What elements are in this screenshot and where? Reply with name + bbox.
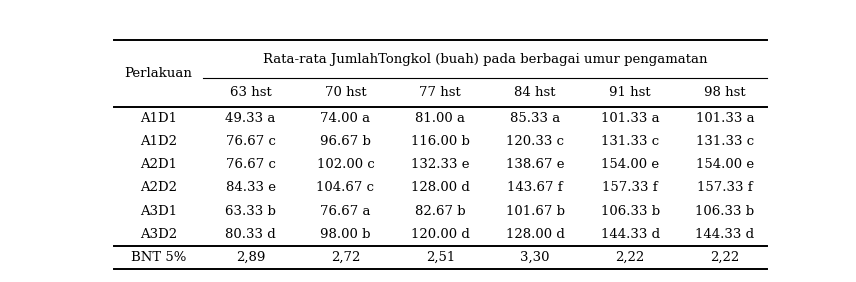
Text: 76.67 a: 76.67 a xyxy=(320,205,371,218)
Text: 2,22: 2,22 xyxy=(710,251,740,264)
Text: 101.33 a: 101.33 a xyxy=(601,112,659,125)
Text: 128.00 d: 128.00 d xyxy=(411,181,470,194)
Text: 74.00 a: 74.00 a xyxy=(320,112,371,125)
Text: 154.00 e: 154.00 e xyxy=(696,158,754,171)
Text: 132.33 e: 132.33 e xyxy=(411,158,470,171)
Text: 2,89: 2,89 xyxy=(236,251,265,264)
Text: 63 hst: 63 hst xyxy=(229,86,271,99)
Text: 154.00 e: 154.00 e xyxy=(601,158,659,171)
Text: 2,72: 2,72 xyxy=(330,251,360,264)
Text: 70 hst: 70 hst xyxy=(324,86,366,99)
Text: 84 hst: 84 hst xyxy=(514,86,556,99)
Text: 2,22: 2,22 xyxy=(615,251,645,264)
Text: 106.33 b: 106.33 b xyxy=(601,205,660,218)
Text: 120.00 d: 120.00 d xyxy=(411,228,470,241)
Text: A3D2: A3D2 xyxy=(140,228,177,241)
Text: 77 hst: 77 hst xyxy=(419,86,461,99)
Text: A3D1: A3D1 xyxy=(140,205,177,218)
Text: 157.33 f: 157.33 f xyxy=(603,181,658,194)
Text: Rata-rata JumlahTongkol (buah) pada berbagai umur pengamatan: Rata-rata JumlahTongkol (buah) pada berb… xyxy=(263,53,707,66)
Text: 91 hst: 91 hst xyxy=(609,86,651,99)
Text: 128.00 d: 128.00 d xyxy=(506,228,565,241)
Text: 76.67 c: 76.67 c xyxy=(226,158,276,171)
Text: 84.33 e: 84.33 e xyxy=(226,181,276,194)
Text: 116.00 b: 116.00 b xyxy=(411,135,470,148)
Text: 96.67 b: 96.67 b xyxy=(320,135,371,148)
Text: 76.67 c: 76.67 c xyxy=(226,135,276,148)
Text: 143.67 f: 143.67 f xyxy=(508,181,563,194)
Text: A1D2: A1D2 xyxy=(140,135,177,148)
Text: 82.67 b: 82.67 b xyxy=(415,205,466,218)
Text: 101.67 b: 101.67 b xyxy=(506,205,565,218)
Text: 102.00 c: 102.00 c xyxy=(317,158,374,171)
Text: 144.33 d: 144.33 d xyxy=(601,228,660,241)
Text: 98.00 b: 98.00 b xyxy=(320,228,371,241)
Text: 85.33 a: 85.33 a xyxy=(510,112,561,125)
Text: 157.33 f: 157.33 f xyxy=(697,181,752,194)
Text: 63.33 b: 63.33 b xyxy=(225,205,276,218)
Text: BNT 5%: BNT 5% xyxy=(131,251,186,264)
Text: 120.33 c: 120.33 c xyxy=(506,135,564,148)
Text: A2D1: A2D1 xyxy=(140,158,177,171)
Text: Perlakuan: Perlakuan xyxy=(124,67,193,80)
Text: 81.00 a: 81.00 a xyxy=(415,112,466,125)
Text: 98 hst: 98 hst xyxy=(704,86,746,99)
Text: A1D1: A1D1 xyxy=(140,112,177,125)
Text: 138.67 e: 138.67 e xyxy=(506,158,564,171)
Text: 104.67 c: 104.67 c xyxy=(317,181,374,194)
Text: 131.33 c: 131.33 c xyxy=(696,135,754,148)
Text: 80.33 d: 80.33 d xyxy=(225,228,276,241)
Text: 131.33 c: 131.33 c xyxy=(601,135,659,148)
Text: 106.33 b: 106.33 b xyxy=(695,205,754,218)
Text: 2,51: 2,51 xyxy=(425,251,455,264)
Text: 101.33 a: 101.33 a xyxy=(696,112,754,125)
Text: 144.33 d: 144.33 d xyxy=(695,228,754,241)
Text: 49.33 a: 49.33 a xyxy=(225,112,276,125)
Text: A2D2: A2D2 xyxy=(140,181,177,194)
Text: 3,30: 3,30 xyxy=(520,251,550,264)
